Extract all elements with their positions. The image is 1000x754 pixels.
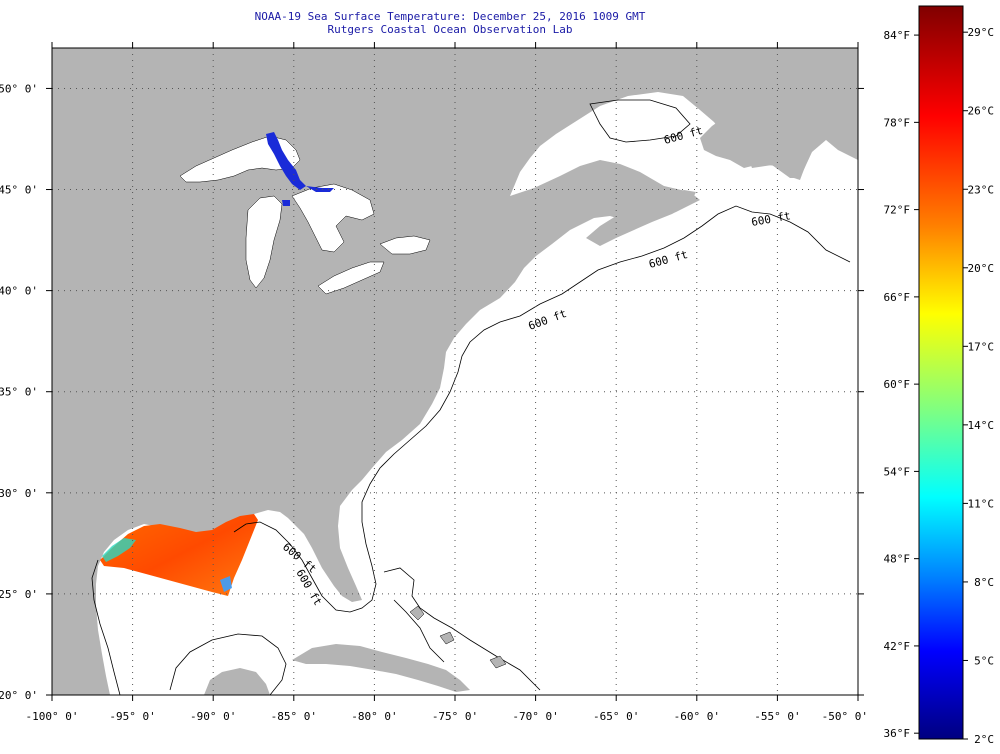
lon-tick-label: -90° 0' [190,710,236,723]
colorbar [918,5,964,740]
land-bahamas [439,631,455,645]
map-title: NOAA-19 Sea Surface Temperature: Decembe… [254,10,646,23]
lon-tick-label: -60° 0' [674,710,720,723]
lake-superior [179,135,301,183]
colorbar-label-celsius: 2°C [974,733,994,746]
land-nova-scotia [586,190,696,246]
colorbar-label-fahrenheit: 84°F [884,29,911,42]
lat-tick-label: 35° 0' [0,386,38,399]
colorbar-label-celsius: 5°C [974,654,994,667]
lat-tick-label: 20° 0' [0,689,38,702]
land-yucatan [204,668,270,695]
colorbar-label-celsius: 17°C [968,340,995,353]
colorbar-ticks [914,31,968,740]
colorbar-label-fahrenheit: 72°F [884,204,911,217]
lon-tick-label: -65° 0' [593,710,639,723]
graticule [52,48,858,695]
isobath-600ft [233,205,851,613]
colorbar-label-fahrenheit: 48°F [884,553,911,566]
lat-tick-label: 45° 0' [0,184,38,197]
colorbar-label-celsius: 11°C [968,497,995,510]
isobath-gulf-stlawrence [589,99,691,143]
lake-michigan [245,195,283,289]
colorbar-label-fahrenheit: 42°F [884,640,911,653]
colorbar-label-fahrenheit: 78°F [884,116,911,129]
axis-ticks [46,42,864,701]
lon-tick-label: -70° 0' [512,710,558,723]
isobath-gulf-loop [169,633,287,695]
colorbar-labels: 29°C 26°C 23°C 20°C 17°C 14°C 11°C 8°C 5°C 2°C 84°… [884,26,995,746]
land-bahamas [409,605,425,621]
lon-tick-label: -75° 0' [432,710,478,723]
map-subtitle: Rutgers Coastal Ocean Observation Lab [327,23,573,36]
sst-gulf-edge-cool [102,538,136,562]
colorbar-label-fahrenheit: 66°F [884,291,911,304]
colorbar-label-fahrenheit: 36°F [884,727,911,740]
colorbar-label-celsius: 26°C [968,105,995,118]
lake-ontario [379,235,431,255]
lon-tick-label: -85° 0' [271,710,317,723]
lat-tick-label: 25° 0' [0,588,38,601]
lake-huron [291,183,375,253]
sst-gulf-swath [100,514,258,596]
colorbar-label-celsius: 29°C [968,26,995,39]
lon-tick-label: -100° 0' [26,710,79,723]
colorbar-label-celsius: 23°C [968,183,995,196]
lat-tick-label: 30° 0' [0,487,38,500]
colorbar-label-celsius: 14°C [968,419,995,432]
sst-cold-patch [282,200,290,206]
sst-gulf-edge-cool [220,576,232,592]
colorbar-label-fahrenheit: 54°F [884,465,911,478]
axis-tick-labels: -100° 0' -95° 0' -90° 0' -85° 0' -80° 0' -75°… [0,82,868,723]
colorbar-label-celsius: 8°C [974,576,994,589]
sst-cold-patch [266,132,306,190]
lon-tick-label: -50° 0' [822,710,868,723]
lon-tick-label: -95° 0' [109,710,155,723]
lon-tick-label: -55° 0' [754,710,800,723]
sst-cold-patch [306,186,334,192]
lon-tick-label: -80° 0' [351,710,397,723]
isobath-bahamas [383,567,541,691]
colorbar-label-celsius: 20°C [968,262,995,275]
colorbar-label-fahrenheit: 60°F [884,378,911,391]
land-newfoundland [700,108,806,180]
land-bahamas [489,655,507,669]
isobath-600ft-gulf [91,559,121,695]
lat-tick-label: 40° 0' [0,285,38,298]
lat-tick-label: 50° 0' [0,82,38,95]
land-cuba [292,644,470,692]
